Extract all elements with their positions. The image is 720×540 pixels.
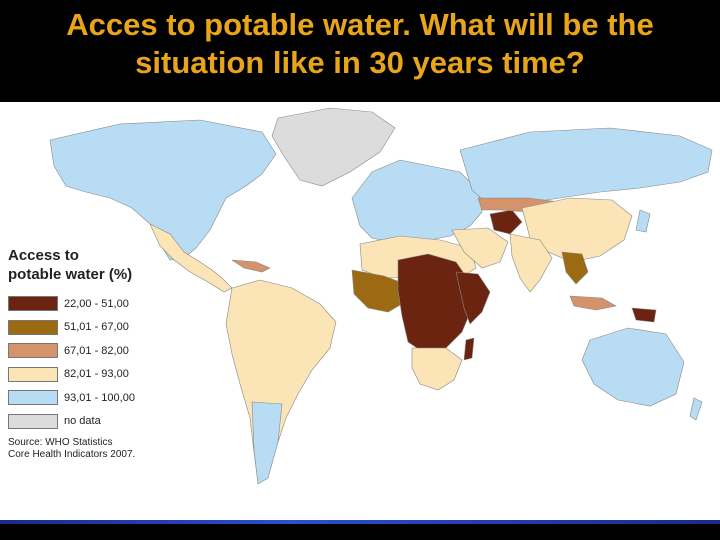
title-bar: Acces to potable water. What will be the… xyxy=(0,0,720,102)
legend-item: 51,01 - 67,00 xyxy=(8,316,168,340)
map-area: Access to potable water (%) 22,00 - 51,0… xyxy=(0,102,720,520)
region-southern-cone xyxy=(251,401,283,485)
legend-title-line-2: potable water (%) xyxy=(8,266,133,283)
legend-label: 51,01 - 67,00 xyxy=(64,321,129,334)
region-madagascar xyxy=(463,337,475,361)
region-east-africa xyxy=(455,271,491,325)
legend-swatch xyxy=(8,296,58,312)
legend-label: no data xyxy=(64,415,101,428)
region-new-zealand xyxy=(689,397,703,421)
bottom-bar xyxy=(0,520,720,540)
title-line-1: Acces to potable water. What will be the xyxy=(66,7,654,42)
world-map xyxy=(49,107,713,485)
slide-title: Acces to potable water. What will be the… xyxy=(0,0,720,82)
legend-item: no data xyxy=(8,410,168,434)
region-afghanistan xyxy=(489,209,523,235)
legend-item: 82,01 - 93,00 xyxy=(8,363,168,387)
region-west-africa xyxy=(351,269,403,313)
legend-swatch xyxy=(8,366,58,382)
legend-item: 22,00 - 51,00 xyxy=(8,292,168,316)
source-line-2: Core Health Indicators 2007. xyxy=(8,449,136,460)
region-greenland xyxy=(271,107,396,187)
region-papua-new-guinea xyxy=(631,307,657,323)
region-central-africa xyxy=(397,253,473,355)
title-line-2: situation like in 30 years time? xyxy=(135,45,585,80)
region-southeast-asia xyxy=(561,251,589,285)
legend-title: Access to potable water (%) xyxy=(8,246,168,284)
source-line-1: Source: WHO Statistics xyxy=(8,437,113,448)
bottom-accent-stripe xyxy=(0,520,720,524)
region-europe xyxy=(351,159,483,243)
legend-item: 93,01 - 100,00 xyxy=(8,386,168,410)
legend-swatch xyxy=(8,390,58,406)
region-japan xyxy=(635,209,651,233)
region-middle-east xyxy=(451,227,509,269)
legend-swatch xyxy=(8,319,58,335)
legend-title-line-1: Access to xyxy=(8,247,79,264)
legend-label: 82,01 - 93,00 xyxy=(64,368,129,381)
legend-swatch xyxy=(8,413,58,429)
legend-label: 67,01 - 82,00 xyxy=(64,344,129,357)
region-south-america xyxy=(225,279,337,483)
source-note: Source: WHO Statistics Core Health Indic… xyxy=(8,437,168,461)
legend-label: 22,00 - 51,00 xyxy=(64,297,129,310)
region-north-america xyxy=(49,119,277,261)
region-south-asia xyxy=(509,233,553,293)
region-russia xyxy=(459,127,713,207)
region-australia xyxy=(581,327,685,407)
region-caribbean xyxy=(231,259,271,273)
legend-item: 67,01 - 82,00 xyxy=(8,339,168,363)
legend-label: 93,01 - 100,00 xyxy=(64,391,135,404)
legend-swatch xyxy=(8,343,58,359)
region-indonesia xyxy=(569,295,617,311)
region-southern-africa xyxy=(411,347,463,391)
map-legend: Access to potable water (%) 22,00 - 51,0… xyxy=(8,246,168,461)
